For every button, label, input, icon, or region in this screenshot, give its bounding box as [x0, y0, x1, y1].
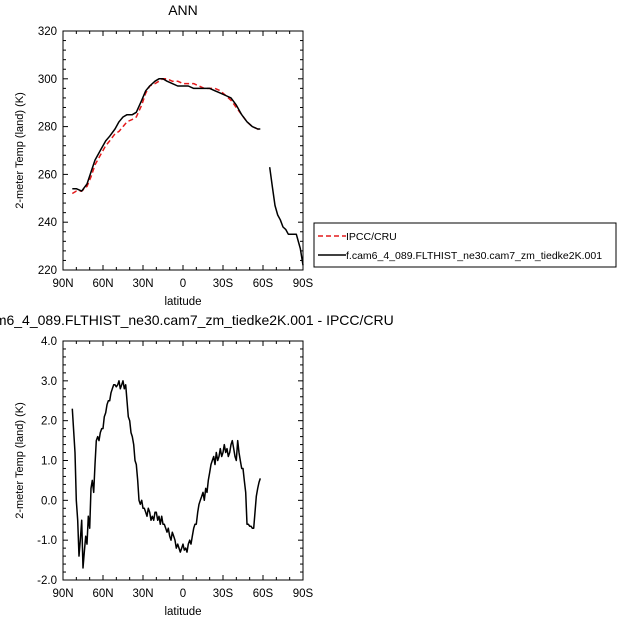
y-tick-label: 3.0 — [41, 376, 57, 388]
x-axis-label: latitude — [164, 296, 201, 308]
chart-2: 90N 60N 30N 0 30S 60S 90S -2.0 -1.0 0.0 1.0 2.0 3.0 4… — [0, 312, 394, 618]
series-line-1-segment-1 — [71, 380, 262, 569]
x-tick-label: 30S — [213, 278, 234, 290]
y-tick-label: 4.0 — [41, 336, 57, 348]
y-tick-label: 300 — [38, 74, 57, 86]
chart-title: ANN — [168, 2, 198, 18]
legend: IPCC/CRU f.cam6_4_089.FLTHIST_ne30.cam7_z… — [313, 222, 617, 268]
y-tick-label: 240 — [38, 217, 57, 229]
chart-1: 90N 60N 30N 0 30S 60S 90S 220 240 260 280 300 320 ANN… — [14, 2, 617, 308]
x-tick-label: 30N — [132, 588, 153, 600]
legend-label-2: f.cam6_4_089.FLTHIST_ne30.cam7_zm_tiedke… — [346, 250, 602, 262]
y-tick-label: 280 — [38, 122, 57, 134]
x-tick-label: 90S — [293, 588, 314, 600]
series-line-1-segment-1 — [71, 78, 261, 195]
series-line-2-segment-2 — [268, 167, 304, 266]
x-tick-label: 30S — [213, 588, 234, 600]
y-axis-label: 2-meter Temp (land) (K) — [14, 402, 26, 519]
y-tick-label: 320 — [38, 26, 57, 38]
x-tick-label: 90N — [52, 278, 73, 290]
y-tick-label: -1.0 — [37, 535, 57, 547]
y-tick-label: 260 — [38, 169, 57, 181]
x-tick-label: 90N — [52, 588, 73, 600]
x-tick-label: 60N — [92, 278, 113, 290]
x-tick-label: 0 — [180, 588, 186, 600]
y-tick-label: 0.0 — [41, 495, 57, 507]
y-tick-label: 1.0 — [41, 456, 57, 468]
y-tick-label: 220 — [38, 265, 57, 277]
x-tick-label: 60S — [253, 588, 274, 600]
plot-frame — [62, 30, 304, 271]
y-tick-label: 2.0 — [41, 416, 57, 428]
x-tick-label: 0 — [180, 278, 186, 290]
x-tick-label: 60N — [92, 588, 113, 600]
series-line-2-segment-1 — [72, 78, 261, 192]
y-tick-label: -2.0 — [37, 575, 57, 587]
x-axis-label: latitude — [164, 606, 201, 618]
legend-label-1: IPCC/CRU — [346, 231, 397, 243]
x-tick-label: 60S — [253, 278, 274, 290]
legend-box — [313, 222, 617, 268]
x-tick-label: 90S — [293, 278, 314, 290]
x-tick-label: 30N — [132, 278, 153, 290]
chart-title: f.cam6_4_089.FLTHIST_ne30.cam7_zm_tiedke… — [0, 312, 394, 328]
y-axis-label: 2-meter Temp (land) (K) — [14, 92, 26, 209]
